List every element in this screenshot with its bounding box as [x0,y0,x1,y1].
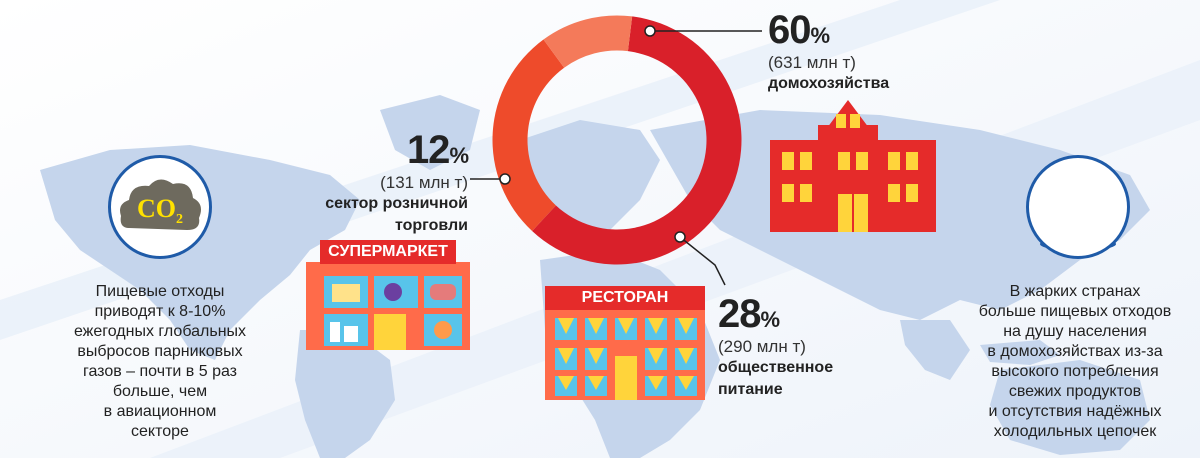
households-callout: 60% (631 млн т) домохозяйства [768,8,889,95]
households-amount: (631 млн т) [768,53,856,72]
retail-percent: 12% [406,128,469,172]
left-text-line: ежегодных глобальных [73,323,247,340]
right-text-line: свежих продуктов [1008,383,1142,400]
catering-callout: 28% (290 млн т) общественное питание [718,292,833,401]
left-text-line: газов – почти в 5 раз [82,363,238,380]
right-text-block: В жарких странах больше пищевых отходов … [955,282,1195,442]
supermarket-sign: СУПЕРМАРКЕТ [328,243,448,260]
left-text-line: секторе [131,423,189,440]
households-label: домохозяйства [768,75,890,92]
co2-label: CO2 [137,194,183,228]
left-text-line: приводят к 8-10% [94,303,226,320]
left-text-block: Пищевые отходы приводят к 8-10% ежегодны… [60,282,260,442]
leader-line-catering [679,236,726,286]
right-text-line: холодильных цепочек [993,423,1157,440]
donut-slice-catering [492,39,565,232]
retail-label-line-1: сектор розничной [325,195,468,212]
marker-households [644,25,656,37]
catering-percent: 28% [718,292,780,336]
house-icon [770,100,936,232]
retail-amount: (131 млн т) [380,173,468,192]
left-text-line: в авиационном [103,403,217,420]
cloud-icon [120,179,201,230]
right-text-line: В жарких странах [1009,283,1141,300]
catering-label-line-2: питание [718,381,783,398]
right-text-line: на душу населения [1003,323,1147,340]
retail-label-line-2: торговли [394,217,468,234]
marker-retail [499,173,511,185]
restaurant-icon [545,286,705,400]
fridge-badge [1026,155,1130,259]
donut-slice-households [532,16,742,265]
left-text-line: Пищевые отходы [95,283,225,300]
right-text-line: высокого потребления [991,363,1159,380]
donut-chart [492,15,742,265]
right-text-line: в домохозяйствах из-за [987,343,1163,360]
households-percent: 60% [768,8,830,52]
right-text-line: и отсутствия надёжных [988,403,1162,420]
co2-badge: CO2 [108,155,212,259]
catering-amount: (290 млн т) [718,337,806,356]
marker-catering [674,231,686,243]
retail-callout: 12% (131 млн т) сектор розничной торговл… [300,128,469,237]
right-text-line: больше пищевых отходов [978,303,1172,320]
supermarket-icon [306,240,470,350]
left-text-line: больше, чем [112,383,208,400]
donut-slice-retail [543,15,633,68]
left-text-line: выбросов парниковых [77,343,243,360]
restaurant-sign: РЕСТОРАН [581,289,669,306]
catering-label-line-1: общественное [718,359,834,376]
